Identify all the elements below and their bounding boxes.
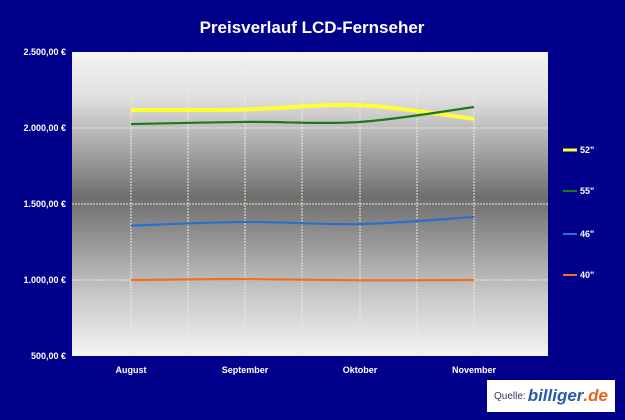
series-line-1 — [130, 105, 475, 126]
x-tick-label: September — [222, 365, 269, 375]
series-line-3 — [130, 277, 475, 282]
legend-label: 46" — [580, 229, 594, 239]
y-tick-label: 1.500,00 € — [23, 199, 66, 209]
series-line-2 — [130, 215, 475, 227]
source-brand: billiger — [527, 386, 584, 405]
y-tick-label: 1.000,00 € — [23, 275, 66, 285]
x-tick-label: Oktober — [343, 365, 378, 375]
source-label: Quelle: — [494, 390, 526, 402]
source-tld: .de — [583, 386, 608, 405]
x-tick-label: November — [452, 365, 497, 375]
legend-label: 55" — [580, 186, 594, 196]
series-line-0 — [130, 102, 475, 121]
y-tick-label: 2.500,00 € — [23, 47, 66, 57]
y-tick-label: 500,00 € — [31, 351, 66, 361]
legend-label: 52" — [580, 145, 594, 155]
source-logo: Quelle: billiger .de — [487, 380, 615, 412]
y-tick-label: 2.000,00 € — [23, 123, 66, 133]
x-tick-label: August — [116, 365, 147, 375]
legend-label: 40" — [580, 270, 594, 280]
chart-title: Preisverlauf LCD-Fernseher — [200, 18, 425, 37]
